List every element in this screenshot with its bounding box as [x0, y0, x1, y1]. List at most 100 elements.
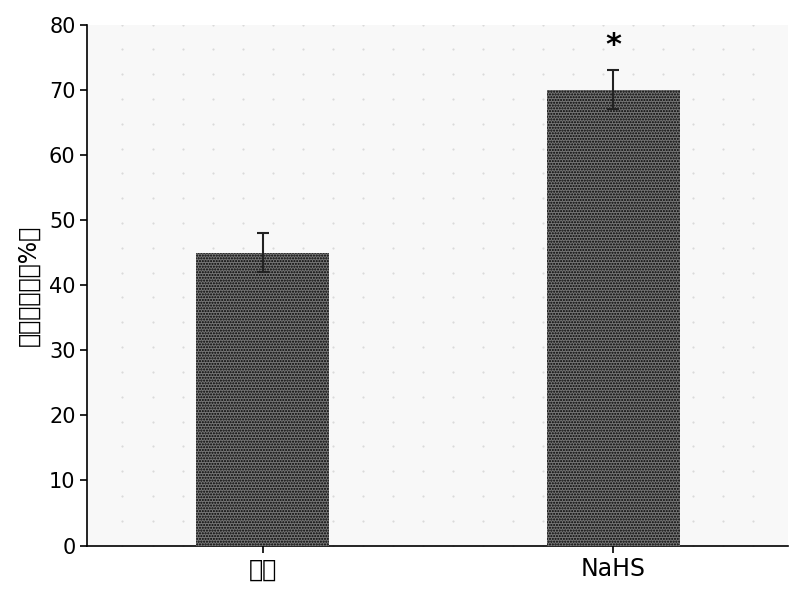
Point	[657, 45, 670, 54]
Point	[627, 491, 640, 501]
Point	[236, 392, 249, 401]
Point	[687, 144, 700, 154]
Point	[716, 45, 729, 54]
Point	[716, 243, 729, 253]
Point	[146, 45, 159, 54]
Point	[537, 292, 550, 302]
Point	[537, 45, 550, 54]
Point	[146, 20, 159, 29]
Point	[506, 169, 519, 178]
Point	[146, 392, 159, 401]
Point	[627, 268, 640, 277]
Point	[386, 218, 399, 228]
Point	[206, 342, 219, 352]
Point	[477, 441, 489, 451]
Point	[326, 516, 339, 526]
Point	[266, 342, 279, 352]
Point	[597, 268, 609, 277]
Point	[357, 169, 369, 178]
Point	[357, 541, 369, 550]
Point	[537, 466, 550, 476]
Point	[506, 441, 519, 451]
Point	[386, 392, 399, 401]
Point	[687, 441, 700, 451]
Point	[416, 144, 429, 154]
Point	[326, 144, 339, 154]
Point	[266, 119, 279, 129]
Point	[326, 20, 339, 29]
Point	[477, 367, 489, 377]
Point	[716, 94, 729, 104]
Point	[296, 318, 309, 327]
Point	[357, 45, 369, 54]
Point	[477, 243, 489, 253]
Point	[657, 367, 670, 377]
Point	[747, 516, 760, 526]
Point	[716, 417, 729, 426]
Point	[176, 417, 189, 426]
Point	[597, 541, 609, 550]
Point	[206, 466, 219, 476]
Point	[747, 169, 760, 178]
Point	[506, 119, 519, 129]
Point	[687, 243, 700, 253]
Point	[326, 292, 339, 302]
Point	[266, 144, 279, 154]
Point	[597, 45, 609, 54]
Point	[506, 268, 519, 277]
Point	[567, 144, 580, 154]
Point	[296, 491, 309, 501]
Point	[416, 491, 429, 501]
Point	[326, 417, 339, 426]
Point	[236, 318, 249, 327]
Point	[597, 169, 609, 178]
Point	[567, 268, 580, 277]
Point	[687, 392, 700, 401]
Point	[326, 318, 339, 327]
Point	[326, 367, 339, 377]
Point	[747, 20, 760, 29]
Point	[687, 417, 700, 426]
Point	[747, 119, 760, 129]
Point	[447, 194, 460, 203]
Point	[687, 516, 700, 526]
Point	[146, 491, 159, 501]
Point	[236, 194, 249, 203]
Point	[206, 318, 219, 327]
Point	[146, 119, 159, 129]
Point	[687, 268, 700, 277]
Point	[296, 466, 309, 476]
Point	[176, 119, 189, 129]
Point	[357, 243, 369, 253]
Point	[116, 69, 129, 79]
Point	[116, 342, 129, 352]
Point	[567, 69, 580, 79]
Point	[206, 441, 219, 451]
Point	[296, 516, 309, 526]
Point	[206, 144, 219, 154]
Point	[146, 318, 159, 327]
Point	[567, 318, 580, 327]
Point	[477, 169, 489, 178]
Point	[687, 367, 700, 377]
Point	[326, 119, 339, 129]
Point	[567, 342, 580, 352]
Point	[116, 119, 129, 129]
Bar	[196, 252, 329, 545]
Point	[477, 94, 489, 104]
Point	[386, 466, 399, 476]
Point	[236, 367, 249, 377]
Point	[597, 516, 609, 526]
Point	[296, 292, 309, 302]
Point	[627, 441, 640, 451]
Point	[687, 342, 700, 352]
Point	[627, 218, 640, 228]
Point	[386, 367, 399, 377]
Point	[537, 94, 550, 104]
Point	[296, 69, 309, 79]
Point	[627, 516, 640, 526]
Point	[597, 243, 609, 253]
Point	[326, 69, 339, 79]
Point	[657, 292, 670, 302]
Point	[296, 342, 309, 352]
